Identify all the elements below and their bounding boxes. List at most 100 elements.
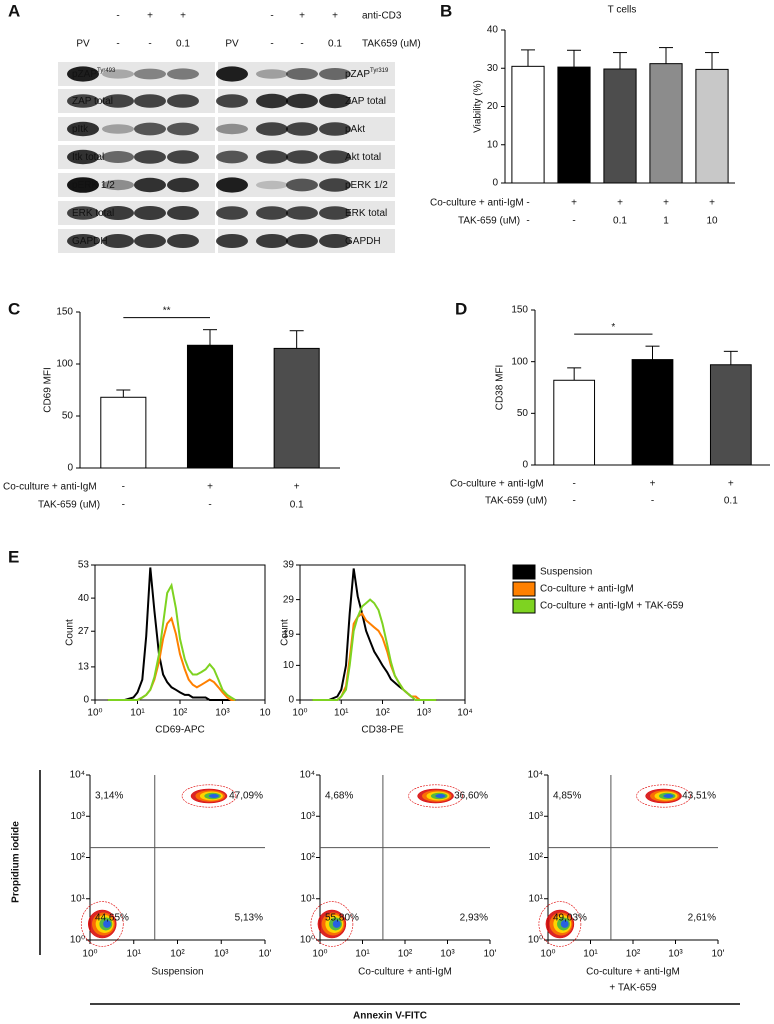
blot-band (286, 206, 318, 220)
blot-band (134, 150, 166, 164)
y-axis-label: Count (65, 619, 76, 646)
condition-label: Co-culture + anti-IgM (430, 198, 524, 209)
contour (208, 794, 219, 798)
blot-band (167, 206, 199, 220)
y-tick-label: 10⁰ (70, 935, 85, 946)
x-tick-label: 10⁰ (312, 949, 327, 960)
x-tick-label: 10¹ (130, 708, 145, 719)
blot-band (102, 94, 134, 108)
y-tick-label: 150 (511, 305, 528, 316)
x-tick-label: 10⁰ (540, 949, 555, 960)
blot-band (256, 206, 288, 220)
blot-protein: pERK 1/2 (72, 180, 115, 191)
blot-row-label: pZAPTyr319 (345, 68, 389, 80)
x-axis-title: Annexin V-FITC (353, 1011, 427, 1022)
blot-band (286, 122, 318, 136)
blot-protein: ZAP total (72, 96, 113, 107)
y-tick-label: 13 (78, 662, 90, 673)
y-tick-label: 27 (78, 626, 90, 637)
blot-site: Tyr493 (97, 68, 116, 74)
blot-protein: GAPDH (72, 236, 108, 247)
x-tick-label: 10³ (214, 949, 229, 960)
condition-value: - (526, 198, 529, 209)
x-tick-label: 10⁰ (87, 708, 102, 719)
x-tick-label: 10¹ (334, 708, 349, 719)
lane-label: + (332, 11, 338, 22)
blot-protein: Akt total (345, 152, 381, 163)
y-tick-label: 10⁰ (300, 935, 315, 946)
condition-value: - (208, 500, 211, 511)
y-tick-label: 0 (522, 460, 528, 471)
y-tick-label: 10¹ (529, 893, 544, 904)
blot-band (167, 122, 199, 136)
blot-protein: pERK 1/2 (345, 180, 388, 191)
treatment-label: TAK659 (uM) (362, 39, 421, 50)
lane-label: + (180, 11, 186, 22)
condition-value: - (122, 482, 125, 493)
x-axis-label: CD69-APC (155, 725, 204, 736)
x-tick-label: 10⁰ (82, 949, 97, 960)
quadrant-percent: 5,13% (235, 913, 263, 924)
blot-band (216, 94, 248, 108)
blot-band (319, 122, 351, 136)
blot-site: Tyr319 (370, 68, 389, 74)
blot-row-label: ZAP total (345, 96, 386, 107)
condition-value: - (651, 496, 654, 507)
blot-band (167, 150, 199, 164)
x-axis-label: CD38-PE (361, 725, 404, 736)
blot-band (319, 234, 351, 248)
y-tick-label: 0 (67, 463, 73, 474)
y-axis-title: Propidium iodide (11, 821, 22, 903)
y-tick-label: 50 (517, 408, 529, 419)
blot-band (67, 206, 99, 220)
error-bar (645, 345, 660, 360)
panel-label: A (8, 1, 20, 20)
bar (553, 379, 596, 466)
blot-band (286, 234, 318, 248)
bar (511, 65, 545, 184)
panel-label: C (8, 299, 20, 318)
lane-label: - (116, 39, 119, 50)
x-tick-label: 10³ (417, 708, 432, 719)
panel-label: E (8, 547, 19, 566)
lane-label: 0.1 (328, 39, 342, 50)
blot-protein: pZAP (72, 69, 97, 80)
contour-outer (538, 901, 582, 947)
y-tick-label: 10³ (529, 811, 544, 822)
blot-band (167, 94, 199, 108)
y-tick-label: 0 (492, 178, 498, 189)
condition-label: Co-culture + anti-IgM (450, 479, 544, 490)
blot-band (134, 94, 166, 108)
significance-label: ** (163, 305, 171, 316)
lane-label: + (147, 11, 153, 22)
blot-protein: Itk total (72, 152, 104, 163)
condition-value: 10 (706, 216, 718, 227)
condition-label: TAK-659 (uM) (38, 500, 100, 511)
histogram-line (312, 568, 437, 701)
blot-band (67, 177, 99, 193)
y-tick-label: 10⁰ (528, 935, 543, 946)
error-bar (613, 52, 627, 70)
condition-value: 0.1 (613, 216, 627, 227)
blot-band (319, 150, 351, 164)
blot-band (286, 68, 318, 80)
histogram-line (312, 598, 437, 701)
blot-band (67, 149, 99, 165)
quadrant-percent: 55,80% (325, 913, 359, 924)
blot-band (167, 234, 199, 248)
quadrant-percent: 2,61% (688, 913, 716, 924)
y-tick-label: 19 (283, 629, 295, 640)
blot-band (256, 122, 288, 136)
x-tick-label: 10² (626, 949, 641, 960)
y-axis-label: Count (280, 619, 291, 646)
legend-swatch (512, 564, 536, 580)
blot-protein: ERK total (72, 208, 114, 219)
lane-label: - (270, 11, 273, 22)
lane-label: - (300, 39, 303, 50)
y-tick-label: 20 (487, 101, 499, 112)
y-axis-label: CD38 MFI (495, 365, 506, 411)
condition-value: 0.1 (724, 496, 738, 507)
blot-band (67, 234, 99, 248)
x-tick-label: 10¹ (583, 949, 598, 960)
blot-band (67, 121, 99, 137)
